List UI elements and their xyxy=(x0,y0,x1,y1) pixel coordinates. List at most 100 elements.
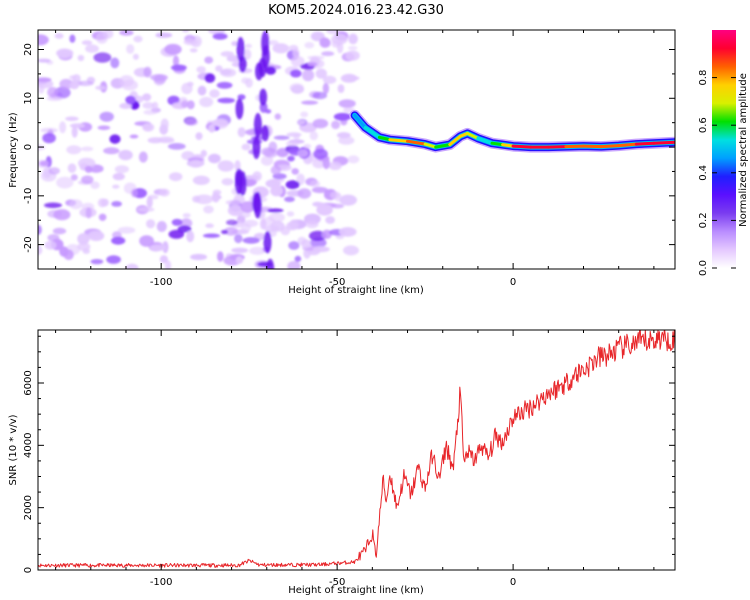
y-tick-label: -20 xyxy=(23,236,34,252)
noise-blob xyxy=(309,180,321,188)
noise-blob xyxy=(217,251,224,262)
noise-blob xyxy=(309,131,318,141)
noise-blob xyxy=(259,88,268,106)
noise-blob xyxy=(337,84,345,93)
noise-blob xyxy=(297,188,312,199)
noise-blob xyxy=(343,245,359,256)
noise-blob xyxy=(234,171,243,195)
noise-blob xyxy=(56,48,74,58)
noise-blob xyxy=(103,147,120,155)
noise-blob xyxy=(287,261,301,269)
noise-blob xyxy=(71,125,78,138)
noise-blob xyxy=(90,181,100,189)
noise-blob xyxy=(219,68,237,78)
snr-ticks: -100 -50 0 0 2000 4000 6000 xyxy=(23,330,675,588)
noise-blob xyxy=(287,155,295,162)
snr-series-line xyxy=(38,330,675,568)
noise-blob xyxy=(38,245,43,255)
noise-blob xyxy=(269,178,285,183)
noise-blob xyxy=(44,240,57,250)
noise-blob xyxy=(231,247,249,254)
noise-blob xyxy=(194,194,213,205)
y-tick-label: 20 xyxy=(23,43,34,56)
noise-blob xyxy=(38,34,49,46)
ridge-segment xyxy=(434,143,452,149)
noise-blob xyxy=(208,124,216,133)
noise-blob xyxy=(322,82,330,94)
noise-blob xyxy=(95,85,107,91)
noise-blob xyxy=(171,218,183,226)
noise-blob xyxy=(347,46,358,50)
noise-blob xyxy=(38,224,42,235)
noise-blob xyxy=(235,98,244,120)
noise-blob xyxy=(100,198,109,207)
noise-blob xyxy=(303,143,312,149)
ridge-segment xyxy=(465,131,480,140)
noise-blob xyxy=(164,43,182,55)
noise-blob xyxy=(252,192,261,213)
y-tick-label: 6000 xyxy=(23,370,34,395)
snr-plot-area xyxy=(38,330,675,568)
noise-blob xyxy=(204,56,214,64)
noise-blob xyxy=(111,236,126,245)
snr-y-label: SNR (10 * v/v) xyxy=(8,414,19,485)
noise-blob xyxy=(209,89,220,98)
noise-blob xyxy=(77,54,85,62)
noise-blob xyxy=(181,100,189,108)
noise-blob xyxy=(188,160,203,168)
noise-blob xyxy=(186,100,195,110)
noise-blob xyxy=(109,134,121,144)
noise-blob xyxy=(143,66,152,78)
noise-blob xyxy=(159,255,168,264)
noise-blob xyxy=(111,201,122,207)
noise-blob xyxy=(81,175,94,184)
noise-blob xyxy=(290,69,302,78)
noise-blob xyxy=(84,165,93,173)
noise-blob xyxy=(181,82,193,95)
noise-blob xyxy=(52,227,67,235)
noise-blob xyxy=(189,48,198,53)
spectrogram-x-label: Height of straight line (km) xyxy=(288,285,424,296)
colorbar: 0.0 0.2 0.4 0.6 0.8 Normalized spectral ampl… xyxy=(698,30,749,276)
noise-blob xyxy=(261,30,270,56)
noise-blob xyxy=(156,221,167,232)
noise-blob xyxy=(312,91,328,100)
colorbar-tick-label: 0.0 xyxy=(698,260,709,276)
noise-blob xyxy=(142,102,155,109)
noise-blob xyxy=(190,253,208,261)
noise-blob xyxy=(172,55,180,67)
noise-blob xyxy=(130,188,138,198)
noise-blob xyxy=(54,86,71,99)
y-tick-label: -10 xyxy=(23,188,34,204)
noise-blob xyxy=(150,74,169,81)
noise-blob xyxy=(59,78,73,90)
noise-blob xyxy=(313,148,328,160)
colorbar-ticks: 0.0 0.2 0.4 0.6 0.8 xyxy=(698,70,736,276)
noise-blob xyxy=(347,76,360,81)
noise-blob xyxy=(133,35,143,43)
x-tick-label: 0 xyxy=(510,277,516,288)
noise-blob xyxy=(212,33,228,40)
noise-blob xyxy=(147,137,163,144)
noise-blob xyxy=(177,225,192,233)
noise-blob xyxy=(325,216,335,224)
noise-blob xyxy=(265,66,277,75)
noise-blob xyxy=(285,180,300,190)
noise-blob xyxy=(150,244,166,251)
noise-blob xyxy=(146,196,153,208)
noise-blob xyxy=(302,69,315,82)
ridge-segment xyxy=(490,141,505,147)
noise-blob xyxy=(290,84,305,94)
ridge-segment xyxy=(423,142,438,149)
noise-blob xyxy=(114,165,129,174)
ridge-segment xyxy=(406,139,427,146)
noise-blob xyxy=(311,186,328,194)
noise-blob xyxy=(215,65,223,72)
y-tick-label: 10 xyxy=(23,92,34,105)
ridge-segment xyxy=(564,144,585,149)
snr-frame xyxy=(37,329,676,571)
noise-blob xyxy=(321,51,335,57)
noise-blob xyxy=(93,52,112,63)
